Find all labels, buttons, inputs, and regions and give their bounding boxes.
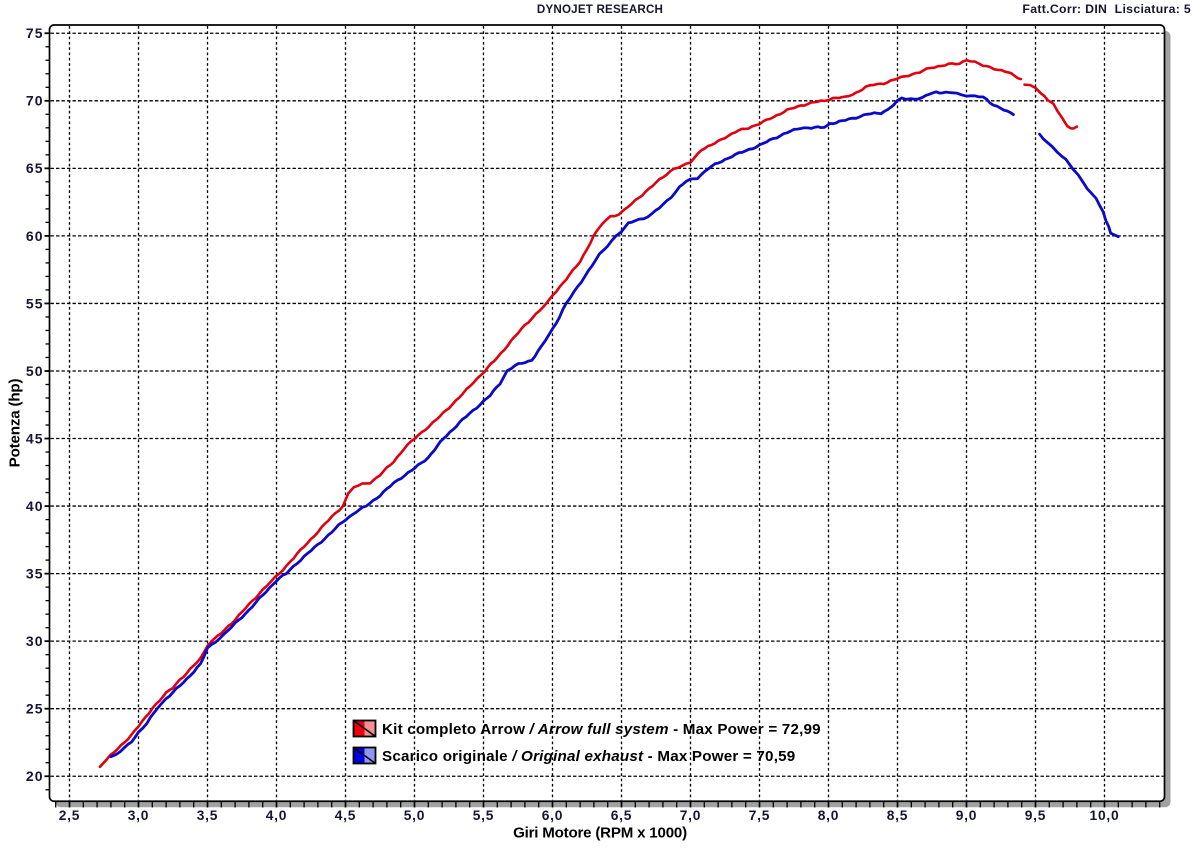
svg-text:Scarico originale / Original e: Scarico originale / Original exhaust - M… — [382, 748, 795, 765]
svg-text:45: 45 — [26, 430, 44, 446]
svg-text:30: 30 — [26, 633, 44, 649]
svg-text:6,5: 6,5 — [611, 808, 633, 823]
svg-text:4,5: 4,5 — [335, 808, 357, 823]
svg-text:8,0: 8,0 — [818, 808, 840, 823]
svg-text:50: 50 — [26, 363, 44, 379]
svg-text:70: 70 — [26, 93, 44, 109]
svg-text:2,5: 2,5 — [59, 808, 81, 823]
svg-text:Kit completo Arrow / Arrow ful: Kit completo Arrow / Arrow full system -… — [382, 721, 821, 738]
svg-text:75: 75 — [26, 25, 44, 41]
svg-text:60: 60 — [26, 228, 44, 244]
svg-text:6,0: 6,0 — [542, 808, 564, 823]
svg-text:Potenza (hp): Potenza (hp) — [7, 378, 24, 467]
svg-text:7,5: 7,5 — [749, 808, 771, 823]
svg-text:7,0: 7,0 — [680, 808, 702, 823]
svg-text:20: 20 — [26, 768, 44, 784]
svg-text:35: 35 — [26, 566, 44, 582]
svg-text:3,5: 3,5 — [197, 808, 219, 823]
svg-text:8,5: 8,5 — [887, 808, 909, 823]
svg-text:Giri Motore (RPM x 1000): Giri Motore (RPM x 1000) — [513, 825, 687, 842]
svg-text:9,5: 9,5 — [1025, 808, 1047, 823]
svg-text:9,0: 9,0 — [956, 808, 978, 823]
svg-text:40: 40 — [26, 498, 44, 514]
svg-text:Fatt.Corr: DIN Lisciatura: 5: Fatt.Corr: DIN Lisciatura: 5 — [1022, 2, 1191, 16]
svg-text:DYNOJET RESEARCH: DYNOJET RESEARCH — [537, 3, 663, 16]
svg-text:4,0: 4,0 — [266, 808, 288, 823]
svg-text:3,0: 3,0 — [128, 808, 150, 823]
svg-text:65: 65 — [26, 160, 44, 176]
svg-text:55: 55 — [26, 295, 44, 311]
svg-text:5,5: 5,5 — [473, 808, 495, 823]
svg-text:10,0: 10,0 — [1089, 808, 1119, 823]
svg-text:5,0: 5,0 — [404, 808, 426, 823]
svg-text:25: 25 — [26, 701, 44, 717]
